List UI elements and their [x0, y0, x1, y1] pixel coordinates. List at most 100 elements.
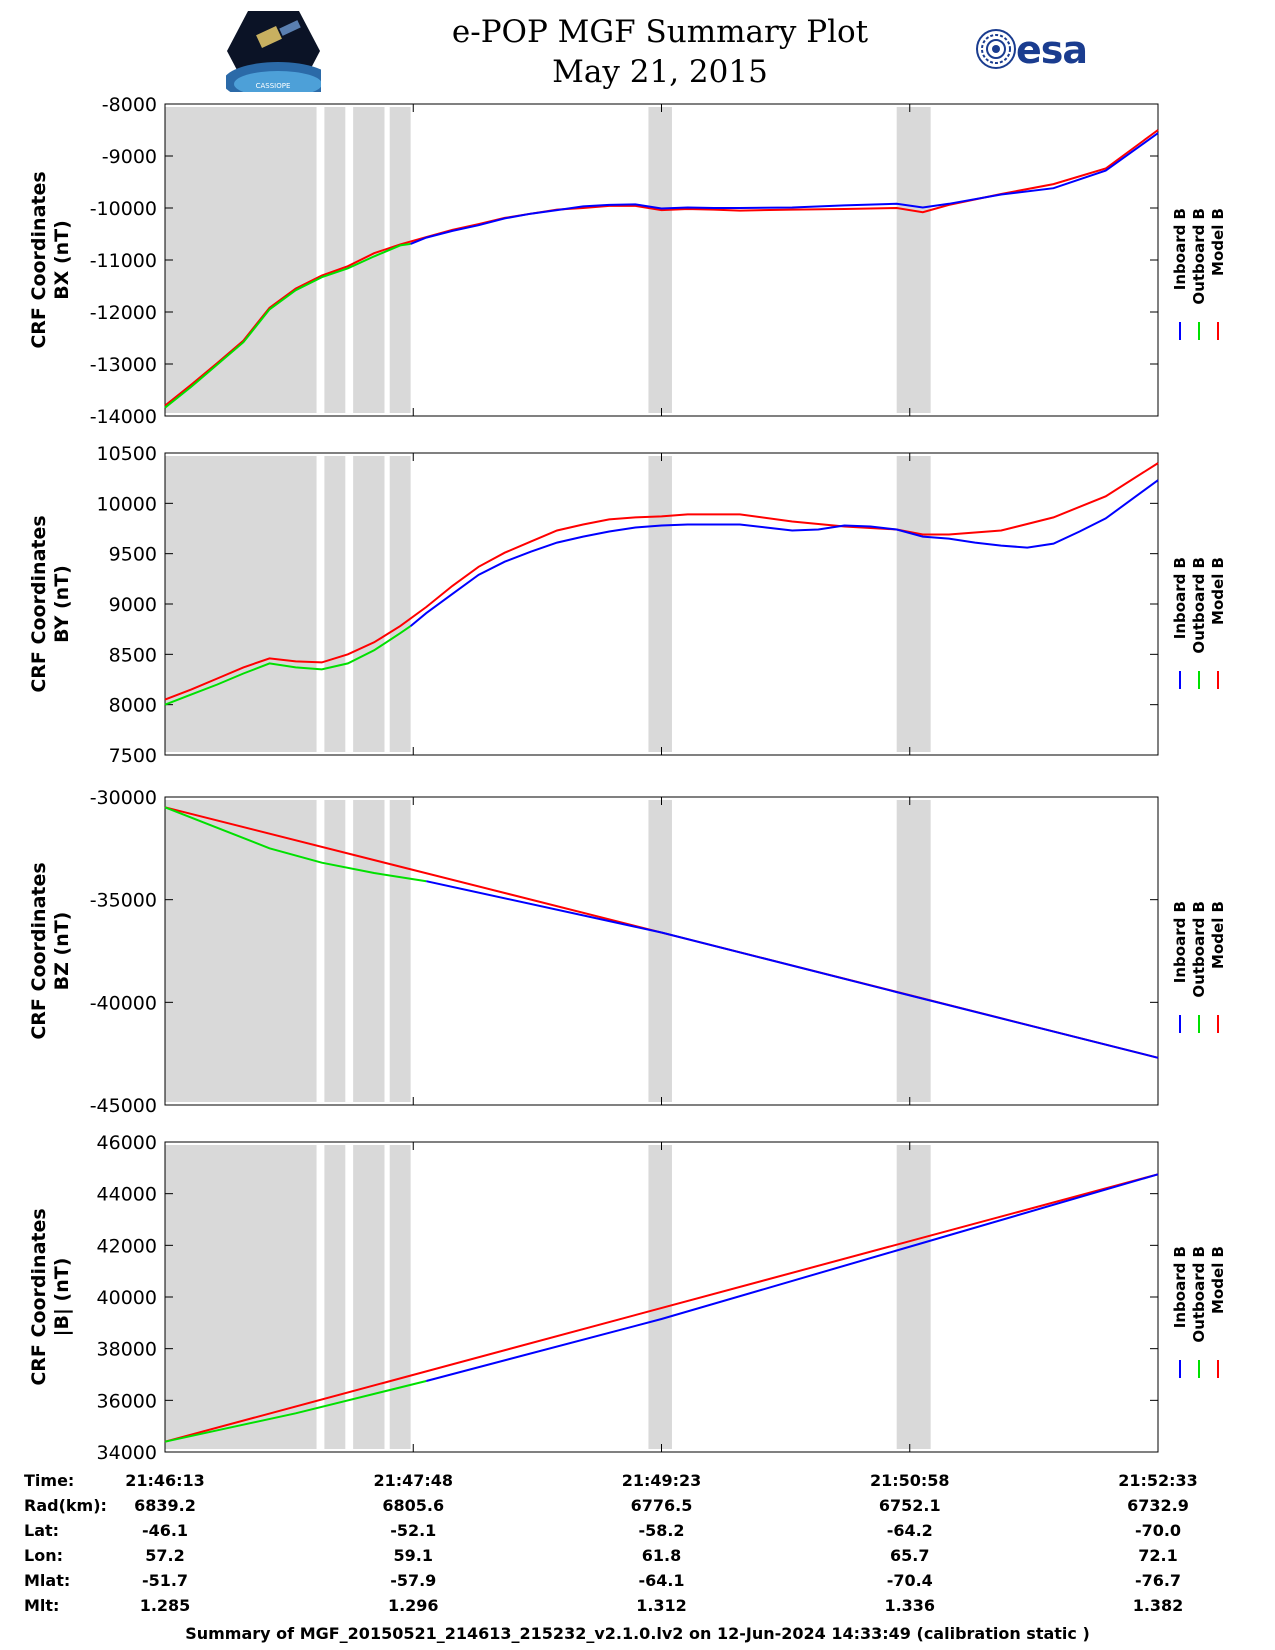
- table-cell: 65.7: [890, 1546, 929, 1565]
- table-cell: 6776.5: [631, 1496, 693, 1515]
- table-cell: -58.2: [638, 1521, 684, 1540]
- legend-label: Outboard B: [1190, 1246, 1208, 1343]
- series-line-inboard-b: [410, 132, 1159, 245]
- y-tick-label: -30000: [90, 787, 157, 809]
- gap-span: [165, 456, 317, 752]
- gap-span: [353, 107, 385, 413]
- table-cell: 21:46:13: [125, 1471, 205, 1490]
- table-cell: -64.1: [638, 1571, 684, 1590]
- table-cell: 1.296: [388, 1596, 439, 1615]
- legend-label: Inboard B: [1171, 1246, 1189, 1328]
- y-tick-label: 44000: [97, 1184, 157, 1206]
- y-tick-label: -40000: [90, 992, 157, 1014]
- y-axis-label-line2: BY (nT): [51, 565, 73, 643]
- table-cell: 59.1: [394, 1546, 433, 1565]
- ephemeris-table: Time: Rad(km): Lat: Lon: Mlat: Mlt: 21:46:13 68…: [24, 1471, 1198, 1615]
- legend-label: Outboard B: [1190, 557, 1208, 654]
- y-axis-label-line1: CRF Coordinates: [28, 1208, 50, 1385]
- gap-span: [353, 800, 385, 1102]
- gap-span: [165, 800, 317, 1102]
- gap-span: [165, 107, 317, 413]
- series-line-outboard-b: [164, 1380, 427, 1443]
- y-tick-label: -11000: [90, 250, 157, 272]
- y-axis-label-line1: CRF Coordinates: [28, 515, 50, 692]
- y-tick-label: 7500: [109, 745, 157, 767]
- table-row-label: Lon:: [24, 1546, 63, 1565]
- table-cell: -64.2: [887, 1521, 933, 1540]
- series-line-inboard-b: [426, 1173, 1159, 1382]
- y-tick-label: -10000: [90, 198, 157, 220]
- gap-span: [896, 456, 931, 752]
- legend-label: Inboard B: [1171, 557, 1189, 639]
- legend-label: Inboard B: [1171, 208, 1189, 290]
- table-cell: -70.0: [1135, 1521, 1181, 1540]
- table-cell: -51.7: [142, 1571, 188, 1590]
- series-line-model-b: [164, 1173, 1159, 1443]
- legend-label: Outboard B: [1190, 901, 1208, 998]
- table-cell: 21:52:33: [1118, 1471, 1198, 1490]
- legend-label: Outboard B: [1190, 208, 1208, 305]
- gap-span: [896, 107, 931, 413]
- chart-bz: -30000 -35000 -40000 -45000 CRF Coordinates B…: [28, 787, 1227, 1117]
- gap-span: [324, 800, 346, 1102]
- gap-span: [165, 1145, 317, 1449]
- table-cell: 21:49:23: [622, 1471, 702, 1490]
- gap-span: [648, 1145, 672, 1449]
- gap-span: [324, 1145, 346, 1449]
- table-cell: 21:47:48: [373, 1471, 453, 1490]
- gap-span: [389, 107, 411, 413]
- table-cell: 6732.9: [1127, 1496, 1189, 1515]
- y-tick-label: 8500: [109, 644, 157, 666]
- table-cell: 57.2: [145, 1546, 184, 1565]
- chart-bx: -8000 -9000 -10000 -11000 -12000 -13000 -14000…: [28, 94, 1227, 428]
- y-tick-label: -13000: [90, 354, 157, 376]
- legend-label: Model B: [1209, 901, 1227, 969]
- y-axis-label-line1: CRF Coordinates: [28, 862, 50, 1039]
- table-row-label: Lat:: [24, 1521, 59, 1540]
- table-row-label: Rad(km):: [24, 1496, 107, 1515]
- gap-span: [324, 456, 346, 752]
- y-tick-label: -8000: [102, 94, 157, 116]
- table-cell: 1.382: [1133, 1596, 1184, 1615]
- gap-span: [648, 800, 672, 1102]
- table-row-label: Mlt:: [24, 1596, 59, 1615]
- series-line-inboard-b: [409, 479, 1159, 627]
- plot-date: May 21, 2015: [552, 54, 768, 90]
- y-tick-label: 36000: [97, 1390, 157, 1412]
- y-tick-label: -14000: [90, 406, 157, 428]
- chart-by: 10500 10000 9500 9000 8500 8000 7500 CRF Coordi…: [28, 443, 1227, 767]
- gap-span: [353, 1145, 385, 1449]
- series-line-outboard-b: [164, 806, 427, 883]
- legend-label: Model B: [1209, 1246, 1227, 1314]
- gap-span: [896, 1145, 931, 1449]
- cassiope-mission-logo: CASSIOPE: [226, 11, 321, 92]
- table-cell: -57.9: [390, 1571, 436, 1590]
- esa-logo-icon: [976, 29, 1016, 69]
- table-row-label: Mlat:: [24, 1571, 70, 1590]
- gap-span: [324, 107, 346, 413]
- chart-btotal: 46000 44000 42000 40000 38000 36000 34000 CRF C…: [28, 1132, 1227, 1464]
- y-axis-label-line2: BZ (nT): [51, 912, 73, 991]
- y-tick-label: -9000: [102, 146, 157, 168]
- table-cell: 61.8: [642, 1546, 681, 1565]
- y-tick-label: -45000: [90, 1095, 157, 1117]
- table-cell: -70.4: [887, 1571, 933, 1590]
- gap-span: [389, 1145, 411, 1449]
- footer-summary: Summary of MGF_20150521_214613_215232_v2…: [185, 1624, 1090, 1643]
- gap-span: [648, 456, 672, 752]
- legend-label: Model B: [1209, 208, 1227, 276]
- gap-span: [353, 456, 385, 752]
- table-cell: 1.312: [636, 1596, 687, 1615]
- y-axis-label-line2: |B| (nT): [51, 1258, 73, 1337]
- table-cell: 6839.2: [134, 1496, 196, 1515]
- plot-title: e-POP MGF Summary Plot: [451, 14, 869, 50]
- y-axis-label-line2: BX (nT): [51, 220, 73, 300]
- y-tick-label: -12000: [90, 302, 157, 324]
- series-line-outboard-b: [164, 242, 411, 409]
- table-cell: -52.1: [390, 1521, 436, 1540]
- esa-logo-text: esa: [1016, 28, 1088, 72]
- table-cell: 6752.1: [879, 1496, 941, 1515]
- series-line-inboard-b: [426, 880, 1159, 1059]
- y-tick-label: 40000: [97, 1287, 157, 1309]
